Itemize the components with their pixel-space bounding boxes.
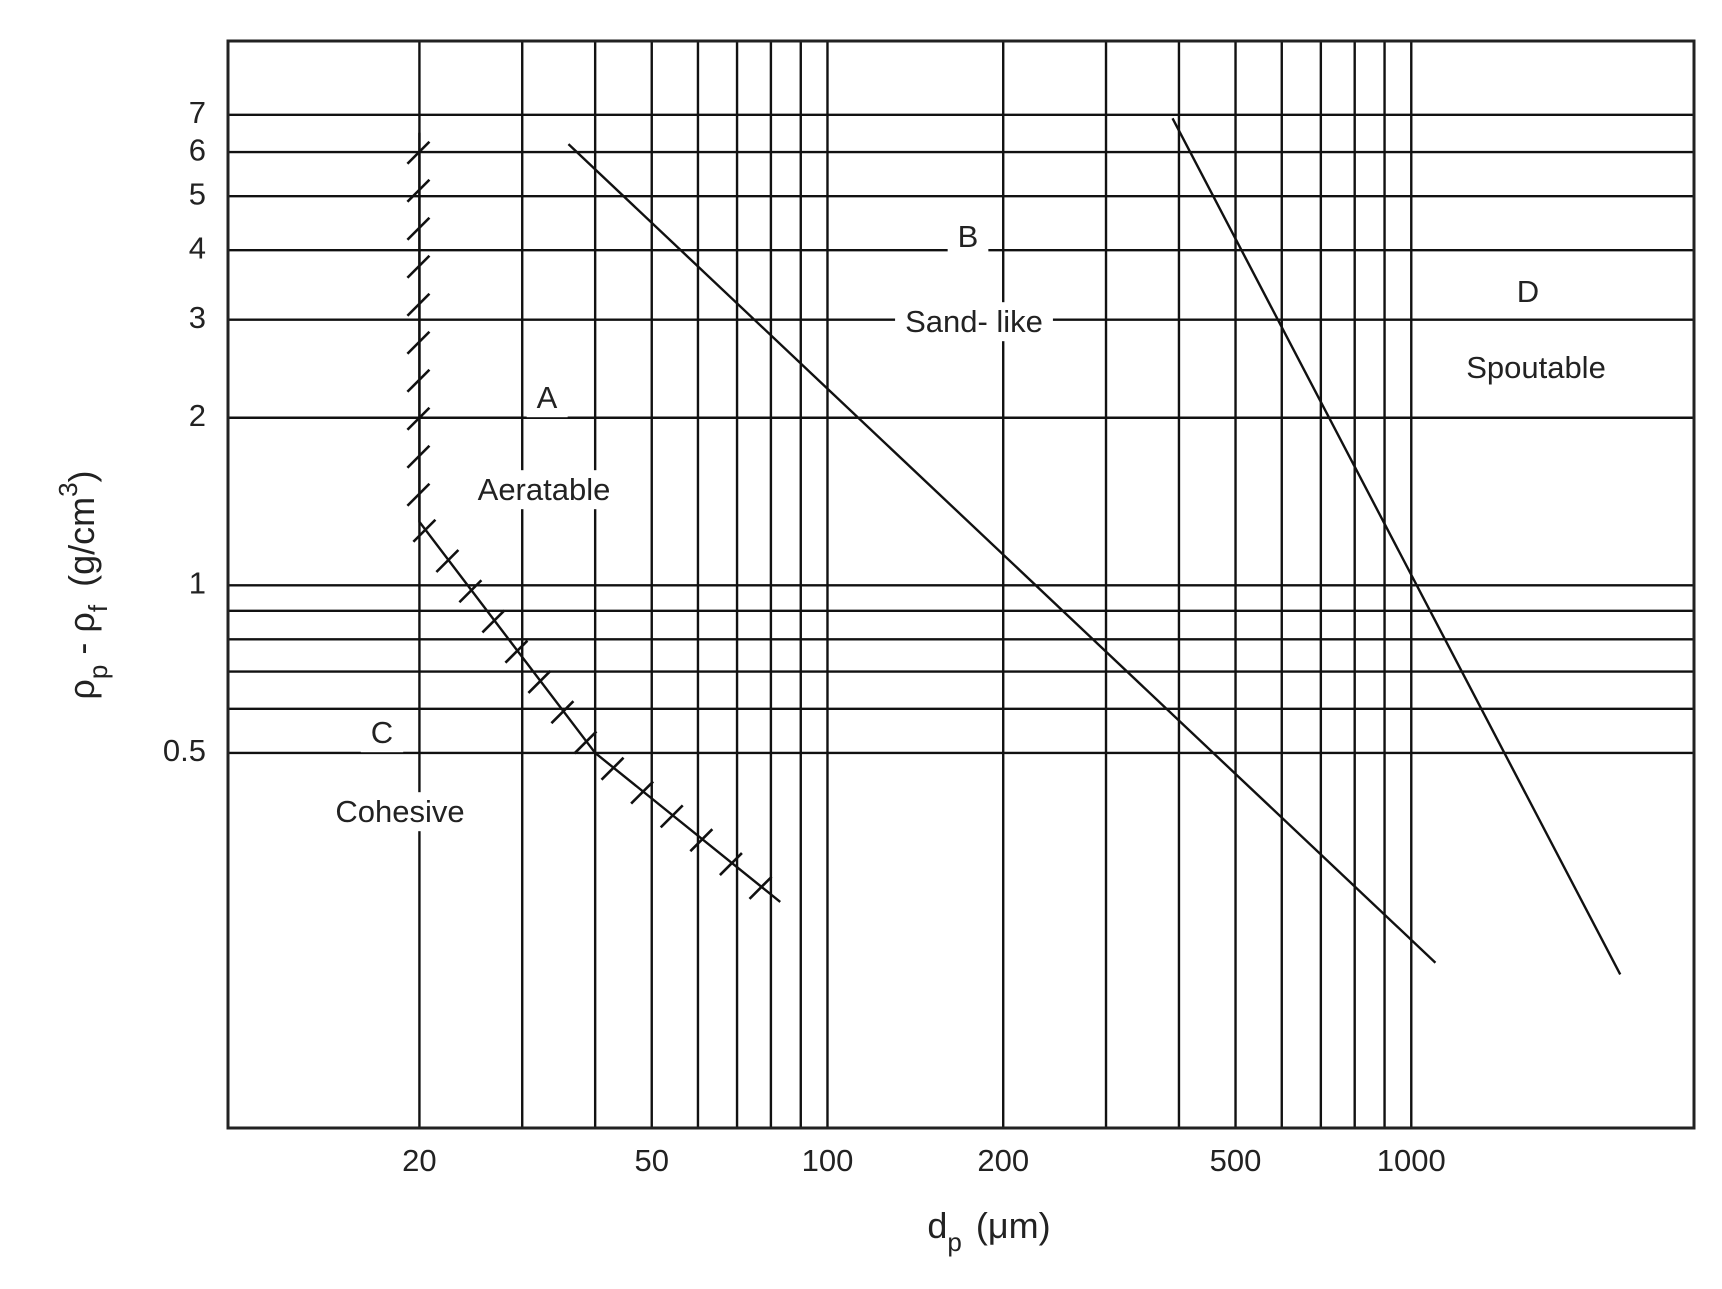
annotation: D [1506, 272, 1550, 312]
hatch-mark [504, 639, 529, 664]
annotation-label: Cohesive [335, 794, 464, 829]
annotation-label: Sand- like [905, 304, 1043, 339]
hatch-mark [406, 330, 431, 355]
annotation-background [947, 217, 989, 257]
annotation: Spoutable [1456, 348, 1616, 388]
annotation: B [947, 217, 989, 257]
annotation: Aeratable [467, 470, 621, 510]
hatch-mark [481, 609, 506, 634]
hatch-mark [630, 780, 655, 805]
plot-frame [226, 39, 1696, 1130]
hatch-mark [573, 730, 598, 755]
annotation-label: A [537, 380, 558, 415]
x-axis-title-main: d [927, 1205, 947, 1246]
hatch-mark [406, 216, 431, 241]
y-tick-label: 6 [189, 132, 206, 167]
x-tick-label: 1000 [1377, 1143, 1446, 1178]
y-tick-label: 2 [189, 398, 206, 433]
y-axis-title-close: ) [61, 470, 102, 482]
y-tick-label: 5 [189, 176, 206, 211]
hatch-mark [458, 579, 483, 604]
annotation-label: C [371, 715, 393, 750]
y-tick-label: 0.5 [163, 733, 206, 768]
x-tick-label: 50 [634, 1143, 668, 1178]
hatch-mark [550, 700, 575, 725]
annotation-background [895, 302, 1053, 342]
hatch-mark [406, 140, 431, 165]
hatch-mark [748, 875, 773, 900]
y-tick-label: 3 [189, 300, 206, 335]
hatch-mark [406, 178, 431, 203]
hatch-mark [412, 518, 437, 543]
hatch-mark [527, 670, 552, 694]
x-axis-title: dp (μm) [927, 1205, 1050, 1257]
hatch-mark [406, 368, 431, 393]
y-axis-title-minus: - ρ [61, 612, 102, 664]
annotation-label: Aeratable [478, 472, 611, 507]
y-axis-title: ρp - ρf (g/cm3) [53, 470, 113, 699]
hatch-mark [719, 852, 743, 876]
y-axis-title-unit: (g/cm [61, 497, 102, 587]
annotation: C [360, 713, 404, 753]
x-axis-title-sub: p [947, 1227, 961, 1257]
x-tick-label: 100 [802, 1143, 854, 1178]
annotation-background [467, 470, 621, 510]
annotation-background [1506, 272, 1550, 312]
annotation: Cohesive [325, 792, 475, 832]
y-axis-title-sub: p [83, 665, 113, 679]
y-tick-label: 7 [189, 95, 206, 130]
x-tick-label: 20 [402, 1143, 436, 1178]
annotations: A Aeratable B Sand- like C Cohesive D Spoutable [325, 217, 1616, 832]
annotation: A [526, 378, 568, 418]
hatch-mark [659, 804, 684, 829]
y-tick-label: 4 [189, 230, 206, 265]
hatch-mark [406, 482, 431, 507]
x-axis-title-unit: (μm) [976, 1205, 1051, 1246]
hatch-mark [600, 756, 625, 781]
annotation-background [360, 713, 404, 753]
annotation-background [1456, 348, 1616, 388]
x-tick-label: 200 [977, 1143, 1029, 1178]
hatch-mark [435, 549, 460, 573]
hatch-mark [689, 828, 714, 853]
annotation-label: Spoutable [1466, 350, 1606, 385]
x-tick-label: 500 [1210, 1143, 1262, 1178]
hatch-mark [406, 444, 431, 469]
annotation: Sand- like [895, 302, 1053, 342]
annotation-background [325, 792, 475, 832]
boundary-line [567, 143, 1437, 964]
hatch-mark [406, 254, 431, 279]
annotation-label: B [958, 219, 979, 254]
y-axis-title-sub: f [83, 604, 113, 612]
annotation-background [526, 378, 568, 418]
y-axis-title-sup: 3 [53, 482, 83, 496]
y-axis-title-rho: ρ [61, 679, 102, 699]
boundary-line [418, 132, 781, 903]
hatch-mark [406, 292, 431, 317]
hatch-mark [406, 406, 431, 431]
annotation-label: D [1517, 274, 1539, 309]
boundary-line [1171, 117, 1622, 976]
y-tick-label: 1 [189, 566, 206, 601]
